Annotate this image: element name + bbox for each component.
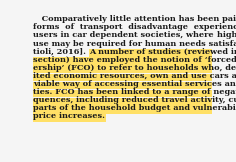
- Text: price increases.: price increases.: [33, 112, 105, 120]
- Bar: [33, 98, 77, 105]
- Text: quences,: quences,: [33, 96, 76, 104]
- Text: users in car dependent societies, where: users in car dependent societies, where: [33, 31, 217, 40]
- Bar: [33, 90, 236, 97]
- Text: parts of the household budget and vulnerability to fuel: parts of the household budget and vulner…: [33, 104, 236, 112]
- Text: ited economic resources, own and use cars as the only: ited economic resources, own and use car…: [33, 72, 236, 80]
- Text: forms  of  transport  disadvantage  experienced  by  car: forms of transport disadvantage experien…: [33, 23, 236, 31]
- Bar: [76, 98, 236, 105]
- Text: including reduced travel activity, cuts to other: including reduced travel activity, cuts …: [76, 96, 236, 104]
- Text: use may be required for human needs satisfaction [Mat-: use may be required for human needs sati…: [33, 40, 236, 47]
- Bar: [89, 49, 236, 57]
- Bar: [33, 106, 236, 114]
- Text: Comparatively little attention has been paid to the: Comparatively little attention has been …: [33, 15, 236, 23]
- Text: ership’ (FCO) to refer to households who, despite lim-: ership’ (FCO) to refer to households who…: [33, 64, 236, 72]
- Bar: [217, 33, 236, 41]
- Bar: [33, 65, 236, 73]
- Bar: [33, 57, 236, 65]
- Bar: [33, 74, 236, 81]
- Text: ties. FCO has been linked to a range of negative conse-: ties. FCO has been linked to a range of …: [33, 88, 236, 96]
- Bar: [33, 82, 236, 89]
- Text: high levels of car: high levels of car: [217, 31, 236, 40]
- Text: tioli, 2016].: tioli, 2016].: [33, 48, 89, 56]
- Bar: [33, 114, 105, 122]
- Text: section) have employed the notion of ‘forced car own-: section) have employed the notion of ‘fo…: [33, 56, 236, 64]
- Text: viable way of accessing essential services and opportuni-: viable way of accessing essential servic…: [33, 80, 236, 88]
- Text: A number of studies (reviewed in the next: A number of studies (reviewed in the nex…: [89, 48, 236, 56]
